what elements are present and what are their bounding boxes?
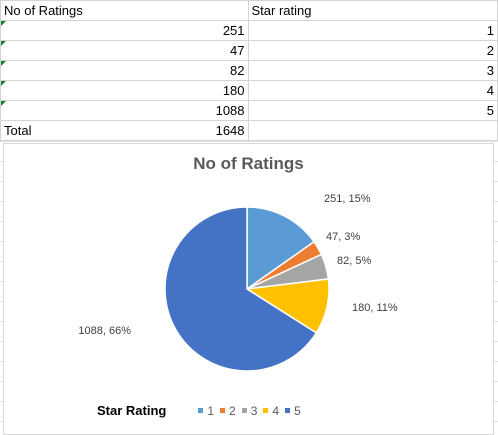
legend-label-4: 4 bbox=[272, 403, 280, 418]
table-header-row: No of Ratings Star rating bbox=[0, 0, 498, 21]
legend-title: Star Rating bbox=[97, 403, 167, 418]
cell-star[interactable]: 1 bbox=[247, 20, 498, 41]
pie-svg: 251, 15% 47, 3% 82, 5% 180, 11% 1088, 66% bbox=[78, 193, 398, 372]
total-label: Total bbox=[4, 123, 32, 138]
cell-value: 82 bbox=[230, 63, 245, 78]
table-row: 180 4 bbox=[0, 80, 498, 101]
data-label-2: 47, 3% bbox=[326, 231, 360, 243]
cell-star[interactable]: 4 bbox=[247, 80, 498, 101]
number-as-text-indicator-icon bbox=[1, 81, 6, 86]
chart-title: No of Ratings bbox=[193, 154, 304, 173]
data-label-3: 82, 5% bbox=[337, 255, 371, 267]
table-total-row: Total 1648 bbox=[0, 120, 498, 141]
number-as-text-indicator-icon bbox=[1, 61, 6, 66]
number-as-text-indicator-icon bbox=[1, 101, 6, 106]
total-value: 1648 bbox=[215, 123, 245, 138]
legend-label-5: 5 bbox=[294, 403, 301, 418]
cell-value: 180 bbox=[222, 83, 245, 98]
legend-item-1: 1 bbox=[198, 404, 214, 418]
cell-ratings[interactable]: 82 bbox=[0, 60, 249, 81]
legend-label-2: 2 bbox=[229, 403, 236, 418]
cell-value: 47 bbox=[230, 43, 245, 58]
table-row: 47 2 bbox=[0, 40, 498, 61]
table-row: 82 3 bbox=[0, 60, 498, 81]
legend-label-1: 1 bbox=[207, 403, 215, 418]
pie-slice-5[interactable] bbox=[164, 206, 318, 372]
total-cell[interactable]: Total 1648 bbox=[0, 120, 249, 141]
ratings-table: No of Ratings Star rating 251 1 47 2 82 … bbox=[0, 0, 498, 141]
legend-item-3: 3 bbox=[241, 403, 258, 418]
cell-star[interactable]: 2 bbox=[247, 40, 498, 61]
legend-swatch-1 bbox=[198, 408, 204, 413]
number-as-text-indicator-icon bbox=[1, 41, 6, 46]
cell-ratings[interactable]: 47 bbox=[0, 40, 249, 61]
pie-slice-1[interactable] bbox=[246, 206, 316, 291]
empty-cell[interactable] bbox=[247, 120, 498, 141]
header-star-rating[interactable]: Star rating bbox=[247, 0, 498, 21]
legend-item-4: 4 bbox=[263, 404, 279, 418]
cell-ratings[interactable]: 251 bbox=[0, 20, 249, 41]
data-label-1: 251, 15% bbox=[324, 193, 371, 205]
table-row: 251 1 bbox=[0, 20, 498, 41]
legend-item-2: 2 bbox=[220, 404, 236, 418]
cell-star[interactable]: 5 bbox=[247, 100, 498, 121]
legend-label-3: 3 bbox=[250, 403, 258, 418]
data-label-5: 1088, 66% bbox=[78, 325, 131, 337]
header-no-of-ratings[interactable]: No of Ratings bbox=[0, 0, 249, 21]
legend-swatch-3 bbox=[241, 408, 247, 413]
cell-value: 251 bbox=[222, 23, 245, 38]
legend-swatch-4 bbox=[263, 408, 269, 413]
cell-value: 1088 bbox=[215, 103, 245, 118]
pie-chart[interactable]: No of Ratings 251, 15% 47, 3% 82, 5% 180, 1… bbox=[3, 143, 494, 435]
data-label-4: 180, 11% bbox=[352, 302, 398, 314]
cell-ratings[interactable]: 180 bbox=[0, 80, 249, 101]
legend-item-5: 5 bbox=[285, 404, 301, 418]
cell-star[interactable]: 3 bbox=[247, 60, 498, 81]
table-row: 1088 5 bbox=[0, 100, 498, 121]
cell-ratings[interactable]: 1088 bbox=[0, 100, 249, 121]
number-as-text-indicator-icon bbox=[1, 21, 6, 26]
legend-swatch-2 bbox=[220, 408, 226, 413]
legend-swatch-5 bbox=[285, 408, 291, 413]
